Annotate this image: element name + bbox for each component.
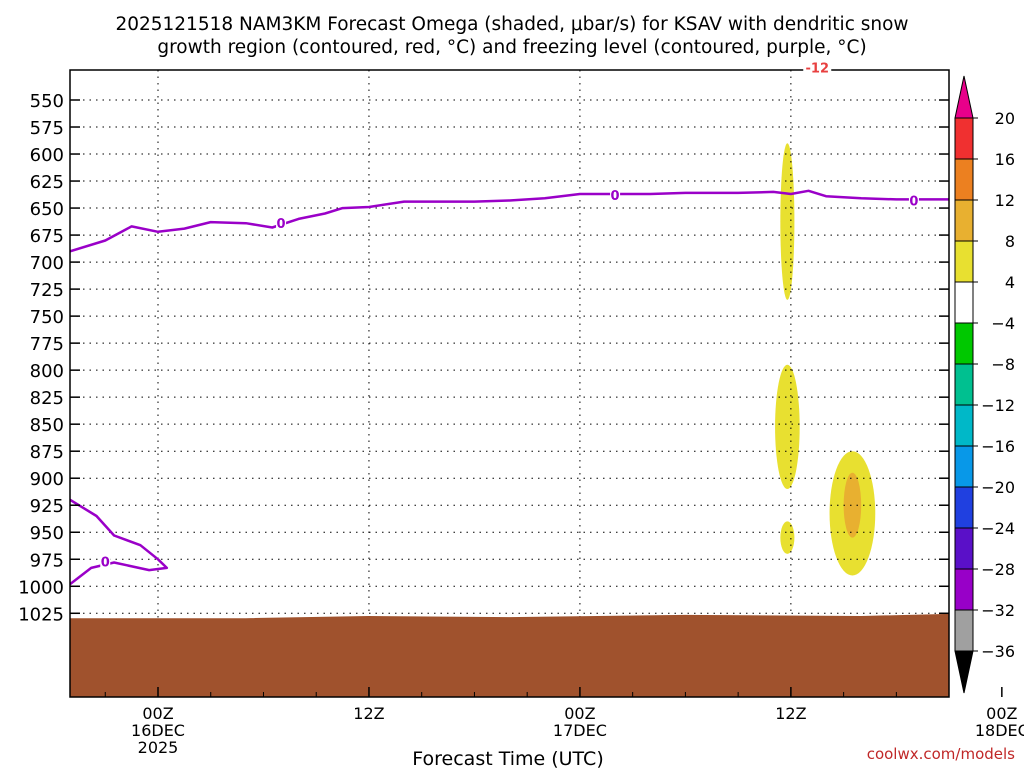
y-tick-label: 900 — [30, 469, 64, 490]
colorbar-tick-label: −32 — [981, 601, 1015, 620]
x-tick-label: 12Z — [775, 704, 806, 723]
colorbar-tick-label: −36 — [981, 642, 1015, 661]
freezing-level-line — [70, 189, 949, 253]
x-tick-label: 18DEC — [975, 721, 1024, 740]
contour-labels: 0 0 0 0 -12 — [100, 60, 919, 570]
dgz-contour-label: -12 — [806, 62, 830, 77]
x-axis-title: Forecast Time (UTC) — [412, 748, 603, 768]
x-tick-label: 00Z — [142, 704, 173, 723]
y-tick-label: 625 — [30, 172, 64, 193]
freezing-level-label: 0 — [909, 194, 918, 209]
y-tick-label: 725 — [30, 280, 64, 301]
chart-title-line2: growth region (contoured, red, °C) and f… — [157, 37, 866, 58]
colorbar-tick-label: −24 — [981, 519, 1015, 538]
x-tick-label: 00Z — [564, 704, 595, 723]
y-tick-label: 825 — [30, 388, 64, 409]
colorbar-bin — [954, 445, 974, 488]
y-tick-label: 775 — [30, 334, 64, 355]
freezing-level-label: 0 — [611, 189, 620, 204]
colorbar-bin — [954, 199, 974, 242]
y-tick-label: 675 — [30, 226, 64, 247]
dgz-contour-line — [144, 64, 352, 65]
colorbar-bin — [954, 609, 974, 652]
colorbar: 20 16 12 8 4 −4 −8 −12 −16 −20 −24 −28 −32 −36 — [954, 75, 1015, 694]
y-tick-label: 700 — [30, 253, 64, 274]
freezing-label-bg — [908, 192, 919, 208]
y-tick-label: 975 — [30, 550, 64, 571]
terrain-fill — [70, 613, 949, 697]
omega-shading — [775, 143, 876, 576]
colorbar-bottom-arrow — [954, 650, 974, 694]
chart-title-line1: 2025121518 NAM3KM Forecast Omega (shaded… — [115, 14, 908, 35]
colorbar-bin — [954, 527, 974, 570]
freezing-label-bg — [610, 187, 621, 203]
colorbar-top-arrow — [954, 75, 974, 119]
x-tick-label: 00Z — [986, 704, 1017, 723]
colorbar-tick-label: 4 — [1005, 273, 1015, 292]
colorbar-tick-label: 8 — [1005, 232, 1015, 251]
plot-area — [70, 64, 949, 697]
colorbar-tick-label: −20 — [981, 478, 1015, 497]
colorbar-tick-label: 16 — [995, 150, 1015, 169]
y-tick-label: 1025 — [18, 604, 64, 625]
colorbar-bin — [954, 281, 974, 324]
colorbar-bin — [954, 240, 974, 283]
colorbar-tick-label: −8 — [991, 355, 1015, 374]
colorbar-bin — [954, 363, 974, 406]
x-tick-label: 16DEC — [131, 721, 185, 740]
omega-region — [780, 521, 795, 554]
plot-frame — [69, 69, 950, 698]
colorbar-bin — [954, 486, 974, 529]
omega-region — [843, 472, 862, 538]
colorbar-bin — [954, 117, 974, 160]
colorbar-bin — [954, 404, 974, 447]
contours — [70, 64, 949, 586]
dgz-label-bg — [803, 60, 832, 74]
freezing-level-line-lower — [70, 498, 169, 586]
y-tick-label: 750 — [30, 307, 64, 328]
x-tick-label: 17DEC — [553, 721, 607, 740]
colorbar-tick-label: −16 — [981, 437, 1015, 456]
freezing-label-bg — [276, 215, 287, 231]
y-tick-label: 550 — [30, 91, 64, 112]
colorbar-tick-label: 12 — [995, 191, 1015, 210]
y-tick-label: 875 — [30, 442, 64, 463]
y-tick-label: 800 — [30, 361, 64, 382]
y-tick-label: 1000 — [18, 577, 64, 598]
colorbar-tick-label: −28 — [981, 560, 1015, 579]
omega-region — [775, 364, 800, 490]
colorbar-tick-label: −4 — [991, 314, 1015, 333]
freezing-level-label: 0 — [101, 555, 110, 570]
y-tick-label: 575 — [30, 118, 64, 139]
x-tick-label: 2025 — [138, 738, 179, 757]
colorbar-tick-label: −12 — [981, 396, 1015, 415]
watermark: coolwx.com/models — [867, 745, 1015, 763]
y-axis: 550 575 600 625 650 675 700 725 750 775 800 825 850 8… — [18, 91, 949, 625]
y-tick-label: 600 — [30, 145, 64, 166]
terrain — [70, 613, 949, 697]
omega-region — [780, 143, 795, 300]
freezing-level-label: 0 — [277, 217, 286, 232]
colorbar-bin — [954, 158, 974, 201]
y-tick-label: 925 — [30, 496, 64, 517]
colorbar-tick-label: 20 — [995, 109, 1015, 128]
freezing-label-bg — [100, 553, 111, 569]
y-tick-label: 850 — [30, 415, 64, 436]
colorbar-bin — [954, 322, 974, 365]
y-tick-label: 650 — [30, 199, 64, 220]
y-tick-label: 950 — [30, 523, 64, 544]
gridlines — [70, 70, 949, 697]
x-tick-label: 12Z — [353, 704, 384, 723]
colorbar-bin — [954, 568, 974, 611]
